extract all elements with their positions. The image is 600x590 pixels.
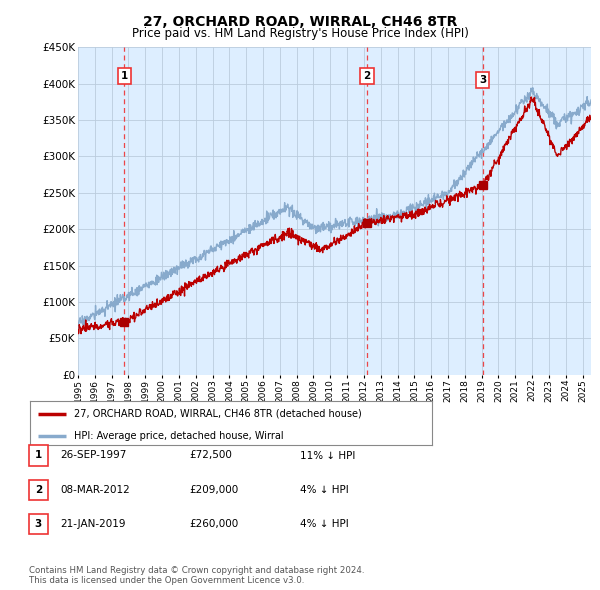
Text: 1: 1 [121,71,128,81]
Text: 11% ↓ HPI: 11% ↓ HPI [300,451,355,460]
Text: 21-JAN-2019: 21-JAN-2019 [60,519,125,529]
Text: 2: 2 [35,485,42,494]
Text: 27, ORCHARD ROAD, WIRRAL, CH46 8TR: 27, ORCHARD ROAD, WIRRAL, CH46 8TR [143,15,457,29]
Text: £72,500: £72,500 [189,451,232,460]
Text: 2: 2 [364,71,371,81]
Text: 08-MAR-2012: 08-MAR-2012 [60,485,130,494]
Text: 4% ↓ HPI: 4% ↓ HPI [300,485,349,494]
Text: 26-SEP-1997: 26-SEP-1997 [60,451,127,460]
Text: 3: 3 [35,519,42,529]
Text: £260,000: £260,000 [189,519,238,529]
Text: 3: 3 [479,75,487,85]
Text: £209,000: £209,000 [189,485,238,494]
Text: 1: 1 [35,451,42,460]
Text: HPI: Average price, detached house, Wirral: HPI: Average price, detached house, Wirr… [74,431,284,441]
Text: Price paid vs. HM Land Registry's House Price Index (HPI): Price paid vs. HM Land Registry's House … [131,27,469,40]
Text: 27, ORCHARD ROAD, WIRRAL, CH46 8TR (detached house): 27, ORCHARD ROAD, WIRRAL, CH46 8TR (deta… [74,409,362,418]
Text: 4% ↓ HPI: 4% ↓ HPI [300,519,349,529]
Text: Contains HM Land Registry data © Crown copyright and database right 2024.
This d: Contains HM Land Registry data © Crown c… [29,566,364,585]
